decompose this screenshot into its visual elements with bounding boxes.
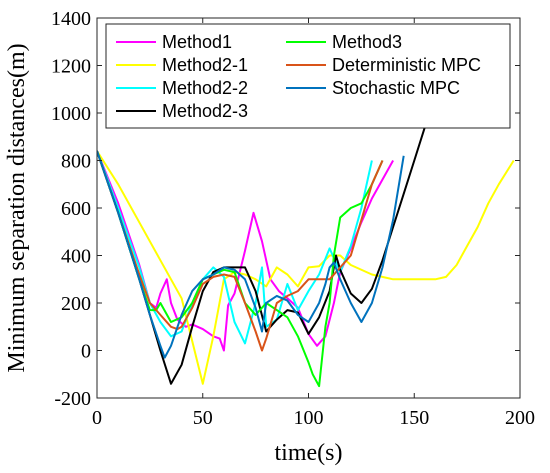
y-tick-label: 1000 — [51, 103, 91, 125]
x-tick-label: 50 — [193, 407, 213, 429]
legend-label-5: Deterministic MPC — [332, 55, 481, 75]
legend-label-0: Method1 — [162, 32, 232, 52]
y-tick-label: 200 — [61, 293, 91, 315]
y-tick-label: 0 — [81, 341, 91, 363]
series-line-6 — [97, 150, 405, 359]
series-line-0 — [97, 150, 394, 352]
legend-label-4: Method3 — [332, 32, 402, 52]
series-line-3 — [97, 126, 426, 385]
y-axis-title: Minimum separation distances(m) — [4, 43, 30, 372]
x-tick-label: 100 — [294, 407, 324, 429]
series-line-1 — [97, 150, 515, 385]
legend-label-6: Stochastic MPC — [332, 78, 460, 98]
y-tick-label: 400 — [61, 246, 91, 268]
plot-area — [96, 17, 521, 399]
y-tick-label: 600 — [61, 198, 91, 220]
legend: Method1 Method2-1 Method2-2 Method2-3 Method… — [105, 23, 511, 129]
legend-label-3: Method2-3 — [162, 101, 248, 121]
x-axis-title: time(s) — [275, 440, 343, 466]
y-tick-label: -200 — [54, 388, 91, 410]
series-line-2 — [97, 150, 373, 345]
legend-label-2: Method2-2 — [162, 78, 248, 98]
legend-label-1: Method2-1 — [162, 55, 248, 75]
series-line-5 — [97, 150, 384, 352]
y-tick-label: 1200 — [51, 56, 91, 78]
series-group — [97, 126, 515, 388]
x-tick-label: 150 — [399, 407, 429, 429]
axis-ticks: 0 50 100 150 200-200020040060080010001200140… — [51, 8, 535, 429]
y-tick-label: 800 — [61, 151, 91, 173]
series-line-4 — [97, 150, 384, 388]
x-tick-label: 0 — [92, 407, 102, 429]
y-tick-label: 1400 — [51, 8, 91, 30]
x-tick-label: 200 — [505, 407, 535, 429]
